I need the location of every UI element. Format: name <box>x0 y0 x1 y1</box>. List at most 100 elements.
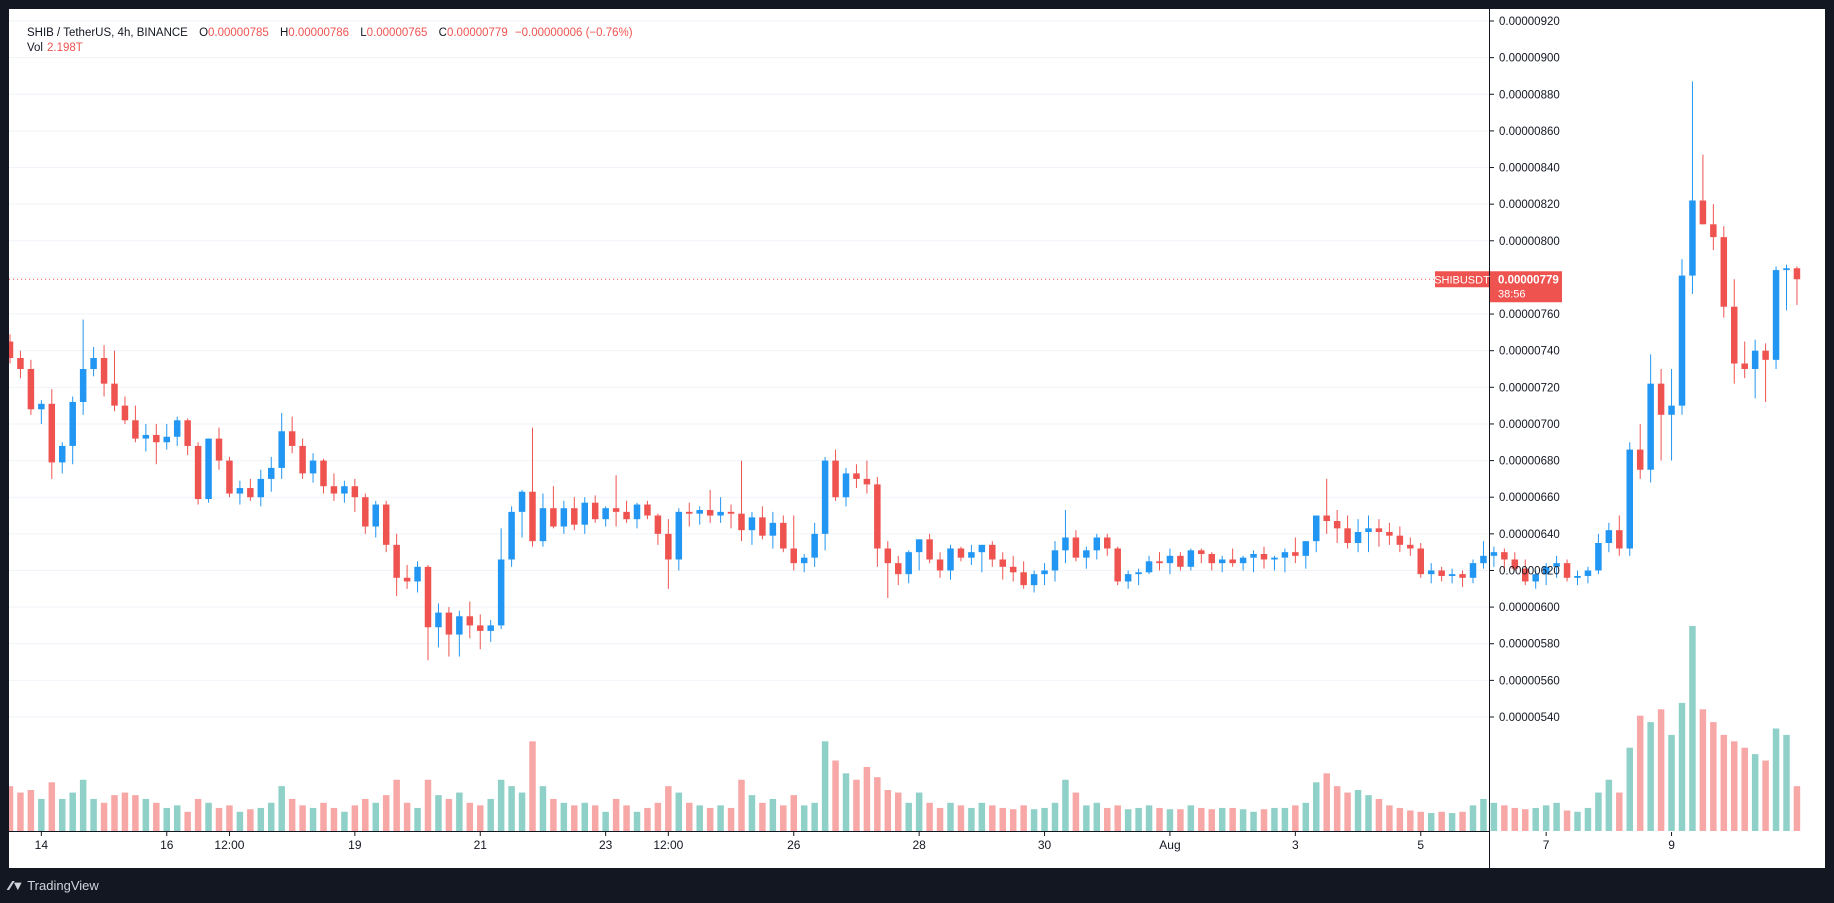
candle-body[interactable] <box>487 625 494 631</box>
candle-body[interactable] <box>1689 200 1696 276</box>
candle-body[interactable] <box>257 478 265 498</box>
candle-body[interactable] <box>1354 532 1362 543</box>
candle-body[interactable] <box>1532 574 1539 582</box>
candle-body[interactable] <box>194 445 202 500</box>
candle-body[interactable] <box>644 504 651 516</box>
candle-body[interactable] <box>205 438 212 500</box>
candle-body[interactable] <box>623 511 630 520</box>
candle-body[interactable] <box>1741 363 1748 369</box>
candle-body[interactable] <box>184 420 191 446</box>
brand-name[interactable]: TradingView <box>27 877 99 893</box>
candle-body[interactable] <box>1699 200 1707 225</box>
candle-body[interactable] <box>1574 575 1581 578</box>
candle-body[interactable] <box>1595 543 1602 571</box>
candle-body[interactable] <box>539 508 547 542</box>
candle-body[interactable] <box>748 517 756 531</box>
candle-body[interactable] <box>518 491 526 512</box>
candle-body[interactable] <box>1114 548 1121 582</box>
candle-body[interactable] <box>665 533 672 560</box>
candle-body[interactable] <box>320 460 327 487</box>
candle-body[interactable] <box>466 616 474 626</box>
candle-body[interactable] <box>1124 574 1132 582</box>
candle-body[interactable] <box>1333 521 1341 529</box>
candle-body[interactable] <box>1313 515 1320 542</box>
candle-body[interactable] <box>1448 574 1456 576</box>
candle-body[interactable] <box>1678 275 1686 406</box>
candle-body[interactable] <box>895 563 902 575</box>
candle-body[interactable] <box>132 420 139 439</box>
candle-body[interactable] <box>38 403 45 410</box>
candle-body[interactable] <box>1145 561 1153 573</box>
candle-body[interactable] <box>529 491 536 542</box>
candle-body[interactable] <box>1208 553 1216 564</box>
candle-body[interactable] <box>1511 559 1519 569</box>
candle-body[interactable] <box>17 358 24 369</box>
candle-body[interactable] <box>1720 237 1728 307</box>
candle-body[interactable] <box>299 445 306 474</box>
candle-body[interactable] <box>1553 563 1560 567</box>
candle-body[interactable] <box>1135 572 1142 575</box>
candle-body[interactable] <box>226 460 233 494</box>
candle-body[interactable] <box>215 438 223 461</box>
candle-body[interactable] <box>790 548 798 564</box>
candle-body[interactable] <box>1375 528 1383 533</box>
candle-body[interactable] <box>1731 306 1738 364</box>
candle-body[interactable] <box>800 557 808 564</box>
candle-body[interactable] <box>874 484 881 549</box>
candle-body[interactable] <box>90 358 97 369</box>
candle-body[interactable] <box>926 539 933 560</box>
candle-body[interactable] <box>1051 550 1059 571</box>
candle-body[interactable] <box>1041 570 1048 575</box>
candle-body[interactable] <box>153 434 160 443</box>
candle-body[interactable] <box>1292 552 1299 556</box>
candle-body[interactable] <box>1365 528 1372 533</box>
candle-body[interactable] <box>1020 572 1027 586</box>
candle-body[interactable] <box>382 504 390 545</box>
candle-body[interactable] <box>1793 268 1801 280</box>
candle-body[interactable] <box>278 431 285 468</box>
candle-body[interactable] <box>727 511 735 514</box>
candle-body[interactable] <box>1250 553 1257 558</box>
candle-body[interactable] <box>163 436 171 443</box>
candle-body[interactable] <box>863 478 871 485</box>
candle-body[interactable] <box>1062 537 1069 551</box>
candle-body[interactable] <box>1605 530 1613 543</box>
candle-body[interactable] <box>633 504 641 520</box>
candle-body[interactable] <box>1104 537 1111 549</box>
candle-body[interactable] <box>1783 268 1790 271</box>
candle-body[interactable] <box>445 612 453 635</box>
candle-body[interactable] <box>1772 270 1780 360</box>
candle-body[interactable] <box>1636 449 1644 470</box>
candle-body[interactable] <box>978 544 986 553</box>
candle-body[interactable] <box>999 559 1007 567</box>
candle-body[interactable] <box>424 566 432 628</box>
candle-body[interactable] <box>1647 383 1654 470</box>
candle-body[interactable] <box>884 548 892 564</box>
candle-body[interactable] <box>1229 559 1236 564</box>
candle-body[interactable] <box>1083 550 1090 558</box>
candle-body[interactable] <box>1177 555 1184 567</box>
candle-body[interactable] <box>1563 563 1571 578</box>
volume-label[interactable]: Vol <box>27 42 43 54</box>
candle-body[interactable] <box>288 431 296 446</box>
candle-body[interactable] <box>1710 224 1717 238</box>
candle-body[interactable] <box>59 445 66 463</box>
candle-body[interactable] <box>811 533 818 558</box>
candle-body[interactable] <box>696 510 703 514</box>
candle-body[interactable] <box>936 559 944 571</box>
candle-body[interactable] <box>1218 559 1226 564</box>
candle-body[interactable] <box>1668 405 1675 415</box>
candle-body[interactable] <box>1281 552 1289 558</box>
candle-body[interactable] <box>1459 574 1466 578</box>
candle-body[interactable] <box>915 539 923 553</box>
candle-body[interactable] <box>591 502 599 520</box>
symbol-title[interactable]: SHIB / TetherUS, 4h, BINANCE <box>27 27 188 39</box>
candle-body[interactable] <box>1030 574 1038 586</box>
candle-body[interactable] <box>1438 570 1445 576</box>
candle-body[interactable] <box>1522 568 1529 582</box>
candle-body[interactable] <box>48 403 56 463</box>
candle-body[interactable] <box>560 508 568 527</box>
candle-body[interactable] <box>393 544 400 578</box>
candle-body[interactable] <box>581 502 589 525</box>
candle-body[interactable] <box>686 511 693 514</box>
